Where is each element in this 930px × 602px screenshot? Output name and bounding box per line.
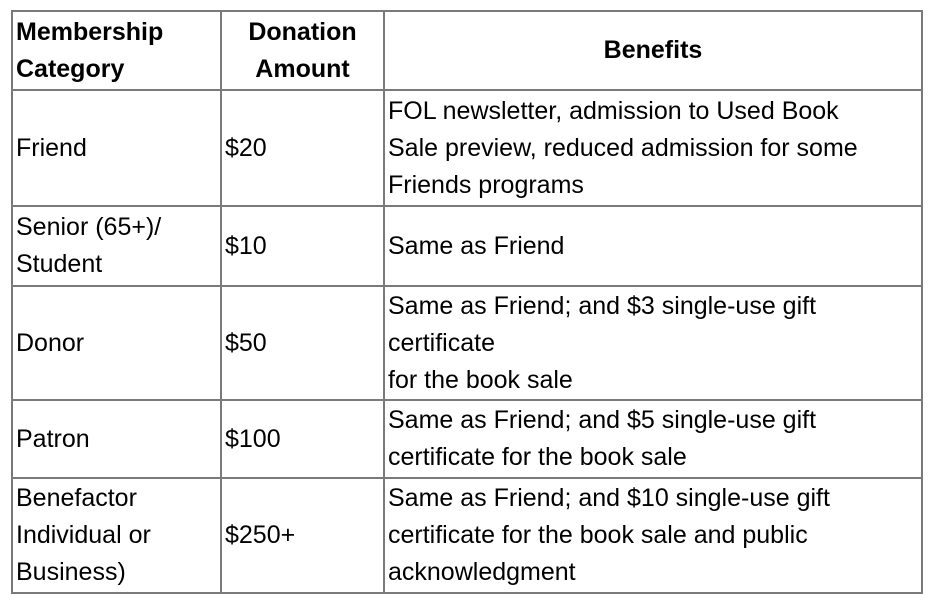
benefits-cell: Same as Friend; and $5 single-use gift c…: [383, 399, 923, 479]
amount-cell: $10: [220, 205, 385, 287]
table-row: Senior (65+)/ Student $10 Same as Friend: [11, 205, 923, 287]
header-row: Membership Category Donation Amount Bene…: [11, 10, 923, 91]
amount-cell: $100: [220, 399, 385, 479]
category-cell: Senior (65+)/ Student: [11, 205, 222, 287]
benefits-cell: Same as Friend; and $3 single-use gift c…: [383, 285, 923, 401]
header-benefits: Benefits: [383, 10, 923, 91]
amount-cell: $250+: [220, 477, 385, 594]
benefits-cell: Same as Friend: [383, 205, 923, 287]
amount-cell: $50: [220, 285, 385, 401]
category-cell: Donor: [11, 285, 222, 401]
category-cell: Benefactor Individual or Business): [11, 477, 222, 594]
table-row: Friend $20 FOL newsletter, admission to …: [11, 89, 923, 207]
header-donation-amount: Donation Amount: [220, 10, 385, 91]
table-row: Patron $100 Same as Friend; and $5 singl…: [11, 399, 923, 479]
amount-cell: $20: [220, 89, 385, 207]
benefits-cell: FOL newsletter, admission to Used Book S…: [383, 89, 923, 207]
benefits-cell: Same as Friend; and $10 single-use gift …: [383, 477, 923, 594]
category-cell: Patron: [11, 399, 222, 479]
header-membership-category: Membership Category: [11, 10, 222, 91]
category-cell: Friend: [11, 89, 222, 207]
membership-table: Membership Category Donation Amount Bene…: [11, 10, 923, 594]
table-row: Benefactor Individual or Business) $250+…: [11, 477, 923, 594]
table-row: Donor $50 Same as Friend; and $3 single-…: [11, 285, 923, 401]
